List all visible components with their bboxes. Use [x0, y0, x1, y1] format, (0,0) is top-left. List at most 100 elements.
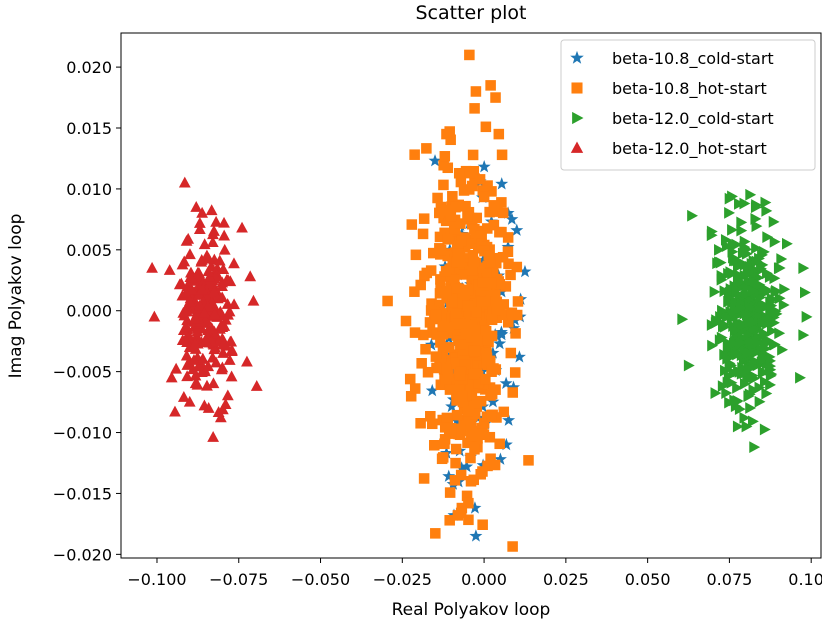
x-tick-label: −0.050 [291, 570, 350, 589]
data-point [687, 209, 698, 222]
data-point [206, 351, 219, 363]
data-point [196, 283, 209, 295]
data-point [750, 201, 762, 214]
data-point [720, 364, 731, 377]
legend: beta-10.8_cold-start beta-10.8_hot-startb… [560, 39, 816, 171]
data-point [501, 240, 515, 253]
data-point [225, 370, 238, 382]
data-point [507, 321, 521, 334]
data-point [465, 475, 477, 487]
x-tick-label: 0.100 [788, 570, 822, 589]
data-point [734, 403, 746, 416]
x-tick-label: −0.100 [127, 570, 186, 589]
data-point [491, 304, 502, 316]
data-point [187, 363, 199, 375]
data-point [477, 466, 488, 477]
data-point [714, 244, 725, 256]
data-point [752, 337, 764, 349]
data-point [721, 311, 733, 324]
data-point [425, 383, 439, 397]
data-point [218, 243, 231, 255]
data-point [189, 369, 202, 381]
data-point [208, 343, 221, 355]
data-point [442, 369, 453, 381]
data-point [417, 228, 429, 240]
x-tick-label: 0.050 [625, 570, 671, 589]
data-point [507, 541, 518, 552]
data-point [766, 293, 778, 306]
data-point [748, 285, 760, 297]
data-point [447, 297, 458, 308]
data-point [468, 501, 482, 514]
data-point [194, 299, 206, 311]
data-point [422, 366, 434, 378]
data-point [510, 223, 524, 236]
data-point [765, 360, 777, 373]
data-point [505, 212, 519, 225]
data-point [748, 316, 760, 329]
data-point [683, 359, 695, 372]
data-point [193, 223, 206, 235]
data-point [478, 191, 490, 203]
data-point [480, 121, 492, 133]
data-point [202, 300, 214, 312]
data-point [441, 128, 452, 140]
data-point [739, 197, 751, 210]
data-point [421, 143, 432, 154]
data-point [777, 343, 789, 356]
data-point [202, 360, 215, 372]
data-point [742, 266, 754, 279]
data-point [754, 395, 766, 408]
data-point [727, 245, 739, 258]
data-point [205, 322, 218, 334]
data-point [729, 324, 741, 337]
data-point [454, 429, 466, 441]
data-point [471, 306, 482, 318]
data-point [163, 264, 176, 275]
data-point [223, 353, 236, 365]
data-point [406, 219, 418, 230]
data-point [244, 270, 257, 282]
data-point [759, 423, 771, 436]
data-point [208, 225, 220, 236]
data-point [191, 378, 204, 390]
data-point [741, 243, 753, 256]
data-point [440, 265, 452, 277]
data-point [490, 92, 501, 103]
data-point [430, 309, 442, 321]
data-point [452, 248, 464, 259]
data-point [470, 86, 482, 97]
data-point [459, 288, 471, 299]
data-point [494, 438, 505, 450]
data-point [485, 453, 496, 465]
data-point [798, 329, 810, 341]
data-point [469, 103, 480, 114]
data-point [424, 338, 438, 351]
data-point [221, 389, 234, 401]
data-point [440, 204, 451, 216]
y-tick-label: −0.005 [53, 363, 112, 382]
data-point [430, 528, 441, 539]
data-point [429, 439, 440, 451]
data-point [180, 286, 192, 298]
data-point [207, 431, 220, 442]
data-point [201, 379, 213, 391]
data-point [730, 254, 742, 267]
data-point [725, 359, 737, 372]
data-point [721, 240, 733, 253]
legend-label: beta-12.0_hot-start [612, 139, 767, 159]
data-point [215, 319, 227, 331]
data-point [707, 339, 719, 352]
data-point [176, 258, 189, 270]
data-point [762, 231, 774, 244]
data-point [466, 431, 477, 442]
data-point [426, 418, 438, 430]
data-point [184, 248, 196, 260]
data-point [415, 279, 426, 291]
data-point [437, 452, 449, 463]
data-point [202, 265, 215, 277]
data-point [455, 339, 466, 350]
data-point [480, 373, 491, 385]
data-point [769, 338, 781, 351]
data-point [748, 276, 760, 288]
